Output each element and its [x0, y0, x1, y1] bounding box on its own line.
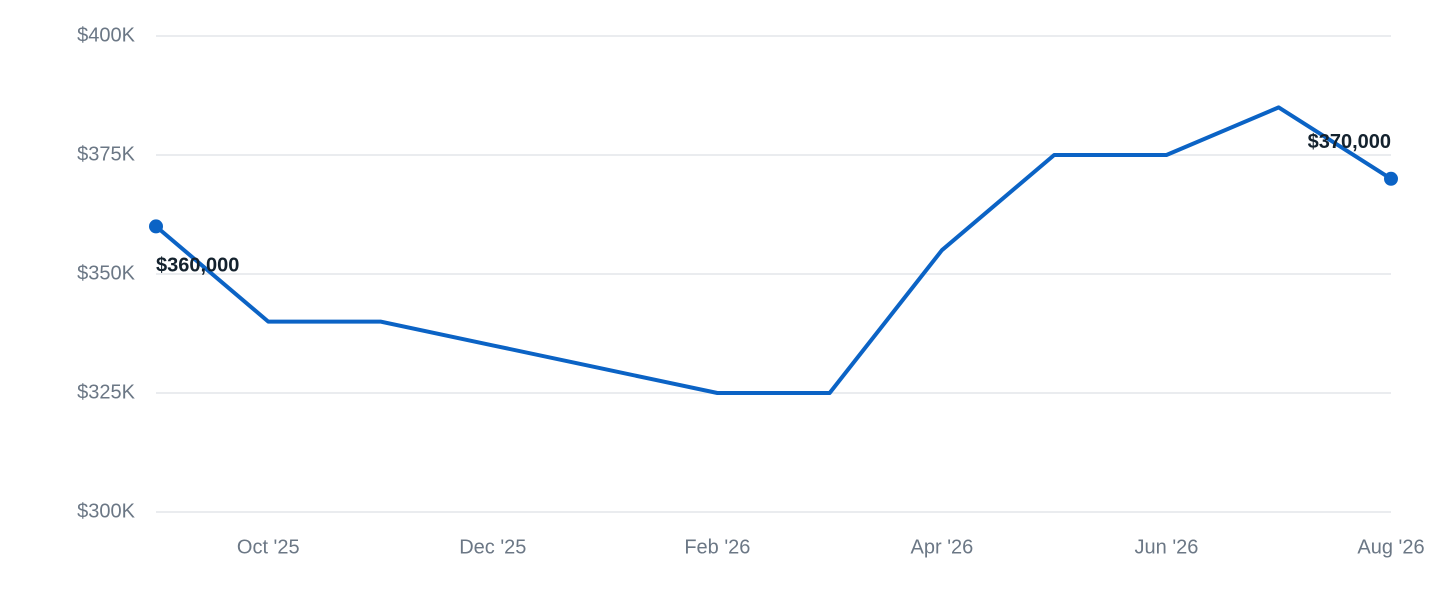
y-tick-label: $400K	[77, 24, 135, 46]
x-tick-label: Feb '26	[684, 536, 750, 558]
y-tick-label: $350K	[77, 262, 135, 284]
data-label: $370,000	[1308, 131, 1391, 153]
x-tick-label: Dec '25	[459, 536, 526, 558]
x-tick-label: Apr '26	[911, 536, 974, 558]
y-tick-label: $375K	[77, 143, 135, 165]
x-tick-label: Aug '26	[1357, 536, 1424, 558]
data-label: $360,000	[156, 255, 239, 277]
x-tick-label: Oct '25	[237, 536, 300, 558]
line	[154, 105, 1393, 395]
point	[1384, 171, 1398, 186]
point	[149, 219, 163, 234]
x-tick-label: Jun '26	[1135, 536, 1199, 558]
y-tick-label: $325K	[77, 381, 135, 403]
y-tick-label: $300K	[77, 500, 135, 522]
